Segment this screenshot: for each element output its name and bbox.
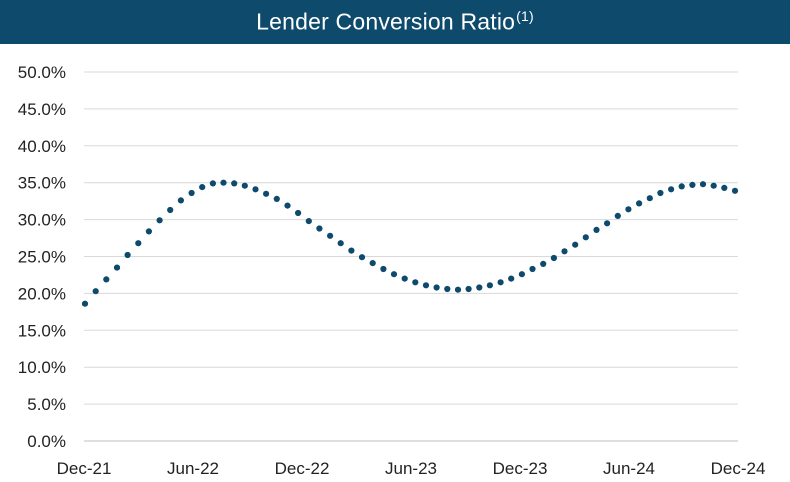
- y-tick-label: 50.0%: [18, 63, 66, 82]
- data-point: [145, 228, 152, 235]
- data-point: [167, 206, 174, 214]
- data-point: [231, 180, 238, 187]
- data-point: [369, 260, 376, 267]
- data-point: [241, 182, 248, 189]
- x-tick-label: Jun-22: [167, 459, 219, 478]
- chart-title: Lender Conversion Ratio(1): [256, 8, 534, 36]
- data-point: [81, 300, 89, 307]
- x-axis-tick-labels: Dec-21 Jun-22 Dec-22 Jun-23 Dec-23 Jun-24 Dec-…: [57, 459, 766, 478]
- y-tick-label: 25.0%: [18, 248, 66, 267]
- data-point: [710, 182, 717, 189]
- data-point: [646, 195, 653, 202]
- data-point: [454, 286, 462, 293]
- data-point: [465, 285, 472, 293]
- data-point: [550, 254, 558, 262]
- data-point: [657, 189, 664, 197]
- data-point: [678, 183, 685, 190]
- chart-title-text: Lender Conversion Ratio: [256, 8, 516, 35]
- y-tick-label: 5.0%: [27, 395, 66, 414]
- data-point: [380, 265, 387, 273]
- data-point: [433, 284, 440, 291]
- data-point: [188, 189, 195, 197]
- data-point: [444, 285, 451, 293]
- data-point: [199, 184, 206, 191]
- data-point: [135, 240, 142, 247]
- x-tick-label: Jun-23: [385, 459, 437, 478]
- data-point: [614, 212, 621, 219]
- data-point: [263, 190, 270, 197]
- data-point: [284, 202, 291, 209]
- series-points: [81, 179, 739, 307]
- data-point: [572, 241, 579, 248]
- data-point: [508, 275, 515, 282]
- data-point: [401, 275, 408, 282]
- data-point: [305, 218, 312, 225]
- data-point: [316, 225, 323, 232]
- data-point: [561, 248, 568, 255]
- x-tick-label: Dec-23: [493, 459, 548, 478]
- data-point: [177, 197, 184, 204]
- data-point: [518, 271, 526, 278]
- data-point: [529, 265, 536, 273]
- data-point: [604, 220, 611, 227]
- data-point: [124, 251, 131, 259]
- data-point: [252, 186, 259, 193]
- data-point: [486, 282, 493, 289]
- chart-title-footnote: (1): [516, 8, 534, 25]
- data-point: [422, 282, 430, 289]
- data-point: [689, 181, 696, 188]
- data-point: [103, 276, 110, 283]
- data-point: [209, 180, 216, 187]
- data-point: [92, 288, 99, 295]
- grid-lines: [84, 71, 738, 442]
- data-point: [497, 279, 504, 286]
- data-point: [476, 284, 483, 291]
- data-point: [540, 260, 547, 267]
- data-point: [625, 206, 632, 213]
- data-point: [220, 179, 227, 186]
- x-tick-label: Jun-24: [603, 459, 655, 478]
- data-point: [348, 247, 355, 254]
- data-point: [721, 184, 728, 191]
- x-tick-label: Dec-22: [275, 459, 330, 478]
- y-tick-label: 30.0%: [18, 211, 66, 230]
- data-point: [731, 187, 739, 194]
- x-tick-label: Dec-21: [57, 459, 112, 478]
- data-point: [327, 232, 334, 239]
- y-tick-label: 0.0%: [27, 432, 66, 451]
- data-point: [295, 209, 302, 217]
- data-point: [390, 271, 398, 278]
- chart-title-bar: Lender Conversion Ratio(1): [0, 0, 790, 44]
- y-tick-label: 35.0%: [18, 174, 66, 193]
- data-point: [156, 217, 163, 224]
- data-point: [273, 195, 280, 202]
- data-point: [668, 186, 675, 193]
- data-point: [113, 264, 121, 271]
- data-point: [582, 234, 589, 241]
- data-point: [593, 226, 600, 233]
- y-tick-label: 40.0%: [18, 137, 66, 156]
- y-tick-label: 15.0%: [18, 321, 66, 340]
- data-point: [412, 279, 419, 286]
- data-point: [636, 200, 643, 207]
- data-point: [358, 254, 366, 261]
- x-tick-label: Dec-24: [711, 459, 766, 478]
- y-tick-label: 20.0%: [18, 284, 66, 303]
- y-tick-label: 45.0%: [18, 100, 66, 119]
- data-point: [699, 181, 707, 188]
- y-tick-label: 10.0%: [18, 358, 66, 377]
- y-axis-tick-labels: 0.0% 5.0% 10.0% 15.0% 20.0% 25.0% 30.0% 35.0% 40…: [18, 63, 66, 451]
- data-point: [337, 240, 344, 247]
